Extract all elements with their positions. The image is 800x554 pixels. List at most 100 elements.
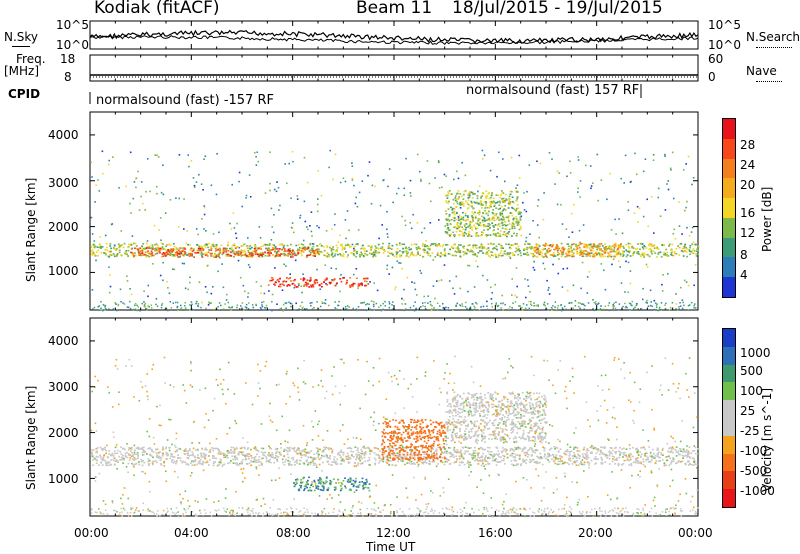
scatter-point xyxy=(443,264,446,266)
scatter-point xyxy=(533,374,535,377)
scatter-point xyxy=(616,253,619,256)
scatter-point xyxy=(614,251,617,253)
scatter-point xyxy=(614,307,617,309)
scatter-point xyxy=(682,169,685,171)
scatter-point xyxy=(270,252,272,254)
scatter-point xyxy=(227,241,229,244)
scatter-point xyxy=(242,507,244,510)
scatter-point xyxy=(469,250,471,253)
scatter-point xyxy=(689,462,691,465)
scatter-point xyxy=(298,284,300,286)
scatter-point xyxy=(97,179,99,181)
scatter-point xyxy=(224,248,227,251)
scatter-point xyxy=(326,430,329,432)
scatter-point xyxy=(584,305,586,307)
scatter-point xyxy=(403,513,405,515)
scatter-point xyxy=(169,254,172,256)
scatter-point xyxy=(192,249,195,252)
scatter-point xyxy=(661,290,664,292)
scatter-point xyxy=(470,365,473,368)
scatter-point xyxy=(434,256,437,258)
scatter-point xyxy=(315,466,318,468)
scatter-point xyxy=(603,269,605,272)
scatter-point xyxy=(287,459,289,462)
scatter-point xyxy=(577,191,579,193)
scatter-point xyxy=(201,301,203,304)
scatter-point xyxy=(667,389,670,391)
scatter-point xyxy=(167,309,169,312)
scatter-point xyxy=(621,252,624,255)
scatter-point xyxy=(281,289,284,291)
scatter-point xyxy=(554,301,557,303)
scatter-point xyxy=(207,455,210,457)
scatter-point xyxy=(489,234,492,236)
scatter-point xyxy=(275,384,278,386)
scatter-point xyxy=(389,247,391,250)
scatter-point xyxy=(488,197,491,200)
scatter-point xyxy=(314,458,317,460)
scatter-point xyxy=(334,253,337,255)
scatter-point xyxy=(597,246,600,249)
scatter-point xyxy=(486,212,489,214)
scatter-point xyxy=(169,301,171,303)
scatter-point xyxy=(247,511,249,513)
scatter-point xyxy=(176,306,178,309)
scatter-point xyxy=(477,212,479,214)
scatter-point xyxy=(250,460,252,462)
scatter-point xyxy=(660,384,662,387)
scatter-point xyxy=(438,187,441,189)
scatter-point xyxy=(197,233,199,236)
scatter-point xyxy=(129,457,132,459)
scatter-point xyxy=(660,308,662,311)
scatter-point xyxy=(239,251,241,253)
scatter-point xyxy=(324,397,326,400)
scatter-point xyxy=(499,214,502,217)
scatter-point xyxy=(203,228,205,230)
scatter-point xyxy=(371,184,374,187)
scatter-point xyxy=(681,233,683,235)
scatter-point xyxy=(460,203,463,205)
scatter-point xyxy=(352,436,355,439)
scatter-point xyxy=(146,308,148,310)
scatter-point xyxy=(297,248,299,251)
scatter-point xyxy=(253,247,256,250)
scatter-point xyxy=(471,229,474,231)
scatter-point xyxy=(433,360,435,362)
scatter-point xyxy=(286,453,289,456)
scatter-point xyxy=(160,248,163,251)
scatter-point xyxy=(268,309,271,311)
scatter-point xyxy=(543,192,545,194)
scatter-point xyxy=(591,508,593,511)
scatter-point xyxy=(246,306,248,309)
velocity-cbar-tick-m1000: -1000 xyxy=(740,484,775,498)
scatter-point xyxy=(427,503,430,505)
scatter-point xyxy=(670,307,672,309)
scatter-point xyxy=(427,254,429,256)
scatter-point xyxy=(613,245,616,248)
scatter-point xyxy=(416,378,418,380)
scatter-point xyxy=(288,253,291,255)
scatter-point xyxy=(320,369,323,371)
scatter-point xyxy=(259,370,262,372)
scatter-point xyxy=(565,252,568,255)
scatter-point xyxy=(684,462,687,465)
scatter-point xyxy=(449,447,452,449)
scatter-point xyxy=(589,425,591,428)
scatter-point xyxy=(370,247,373,250)
scatter-point xyxy=(685,372,687,375)
scatter-point xyxy=(184,307,187,309)
scatter-point xyxy=(686,200,688,203)
scatter-point xyxy=(452,231,454,234)
scatter-point xyxy=(633,422,635,424)
scatter-point xyxy=(93,246,96,249)
scatter-point xyxy=(546,279,548,282)
scatter-point xyxy=(112,308,115,310)
scatter-point xyxy=(696,253,699,256)
scatter-point xyxy=(379,511,382,513)
scatter-point xyxy=(115,249,117,251)
scatter-point xyxy=(691,226,694,229)
scatter-point xyxy=(139,247,142,249)
scatter-point xyxy=(513,511,515,513)
scatter-point xyxy=(504,228,507,230)
scatter-point xyxy=(486,510,489,512)
